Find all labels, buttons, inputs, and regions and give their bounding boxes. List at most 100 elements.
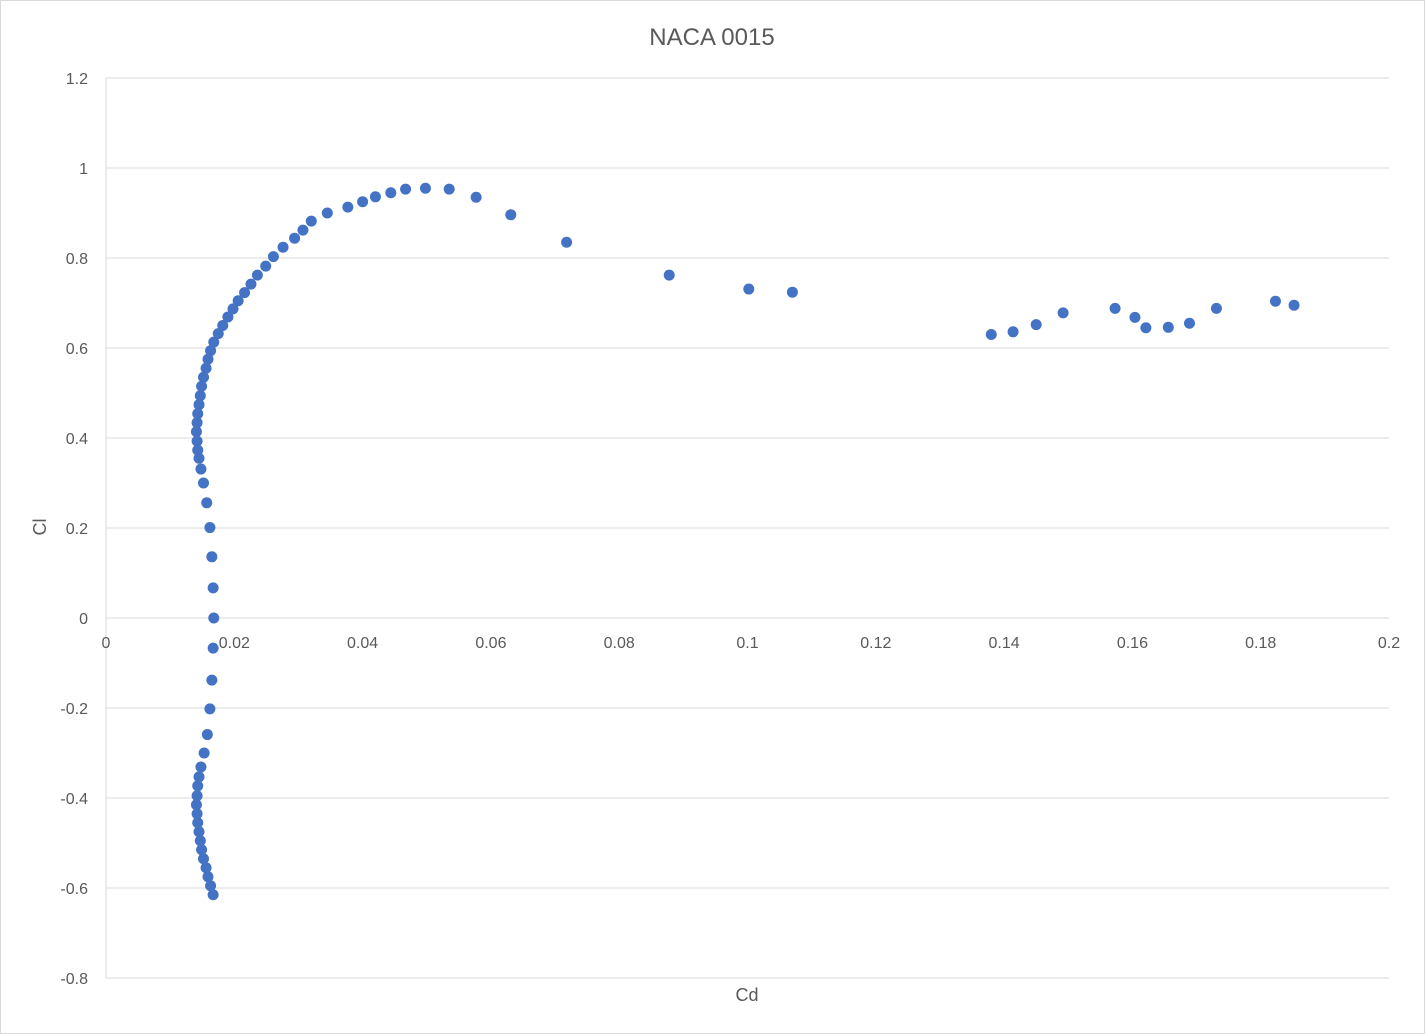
x-tick-label: 0.1 (736, 635, 758, 652)
y-tick-label: 1 (79, 161, 88, 178)
data-point (202, 353, 214, 365)
data-point (198, 747, 210, 759)
data-point (205, 880, 217, 892)
y-tick-label: -0.4 (60, 791, 88, 808)
data-point (212, 328, 224, 340)
data-point (207, 889, 219, 901)
data-point (385, 187, 397, 199)
data-point (206, 674, 218, 686)
data-point (204, 703, 216, 715)
data-point (201, 729, 213, 741)
x-tick-label: 0.16 (1117, 635, 1148, 652)
y-tick-label: 0.8 (66, 251, 88, 268)
data-point (198, 371, 210, 383)
data-points (190, 182, 1300, 901)
data-point (191, 808, 203, 820)
data-point (297, 224, 309, 236)
x-tick-label: 0.06 (475, 635, 506, 652)
data-point (192, 817, 204, 829)
y-tick-label: 0.2 (66, 521, 88, 538)
x-axis-label: Cd (735, 985, 758, 1005)
x-tick-label: 0.18 (1245, 635, 1276, 652)
data-point (245, 278, 257, 290)
data-point (202, 871, 214, 883)
data-point (195, 761, 207, 773)
data-point (1183, 317, 1195, 329)
data-point (342, 201, 354, 213)
data-point (663, 269, 675, 281)
data-point (561, 236, 573, 248)
data-point (190, 426, 202, 438)
data-point (1162, 321, 1174, 333)
x-tick-label: 0.14 (989, 635, 1020, 652)
y-axis-label: Cl (30, 519, 50, 536)
data-point (1129, 311, 1141, 323)
data-point (198, 853, 210, 865)
data-point (985, 329, 997, 340)
data-point (200, 362, 212, 374)
data-point (208, 612, 220, 624)
y-axis-ticks: 1.2 1 0.8 0.6 0.4 0.2 0 -0.2 -0.4 -0.6 -0.8 (60, 71, 88, 988)
x-tick-label: 0.2 (1378, 635, 1400, 652)
y-tick-label: 0.6 (66, 341, 88, 358)
data-point (217, 320, 229, 331)
data-point (321, 207, 333, 219)
data-point (369, 191, 381, 203)
data-point (190, 799, 202, 811)
data-point (232, 295, 244, 307)
data-point (505, 209, 517, 221)
data-point (195, 463, 207, 475)
y-tick-label: 0 (79, 611, 88, 628)
gridlines (105, 77, 1389, 979)
data-point (357, 196, 369, 208)
data-point (193, 771, 205, 783)
x-tick-label: 0.08 (604, 635, 635, 652)
data-point (470, 191, 482, 203)
data-point (191, 790, 203, 802)
x-tick-label: 0.02 (219, 635, 250, 652)
data-point (743, 283, 755, 295)
data-point (201, 497, 213, 509)
data-point (193, 826, 205, 838)
data-point (267, 251, 279, 263)
data-point (1210, 302, 1222, 314)
data-point (208, 336, 220, 348)
data-point (443, 183, 455, 195)
data-point (1269, 295, 1281, 307)
data-point (251, 269, 263, 281)
x-axis-ticks: 0 0.02 0.04 0.06 0.08 0.1 0.12 0.14 0.16 0.18 0.2 (102, 635, 1401, 652)
y-tick-label: -0.2 (60, 701, 88, 718)
data-point (198, 477, 210, 489)
data-point (1030, 319, 1042, 331)
x-tick-label: 0.12 (860, 635, 891, 652)
data-point (207, 642, 219, 654)
data-point (196, 844, 208, 856)
data-point (193, 399, 205, 411)
data-point (1007, 326, 1019, 338)
data-point (227, 303, 239, 315)
data-point (1288, 299, 1300, 311)
data-point (206, 551, 218, 563)
data-point (192, 408, 204, 420)
data-point (400, 183, 412, 195)
data-point (194, 390, 206, 402)
y-tick-label: -0.8 (60, 971, 88, 988)
data-point (205, 345, 217, 357)
data-point (191, 435, 203, 447)
data-point (305, 215, 317, 227)
data-point (289, 232, 301, 244)
data-point (192, 780, 204, 792)
data-point (277, 241, 289, 253)
chart-title: NACA 0015 (649, 24, 774, 51)
data-point (191, 417, 203, 429)
data-point (1140, 322, 1152, 334)
data-point (260, 260, 272, 272)
data-point (193, 452, 205, 464)
data-point (194, 835, 206, 847)
data-point (1057, 307, 1069, 319)
data-point (204, 522, 216, 534)
data-point (196, 380, 208, 392)
data-point (200, 862, 212, 874)
